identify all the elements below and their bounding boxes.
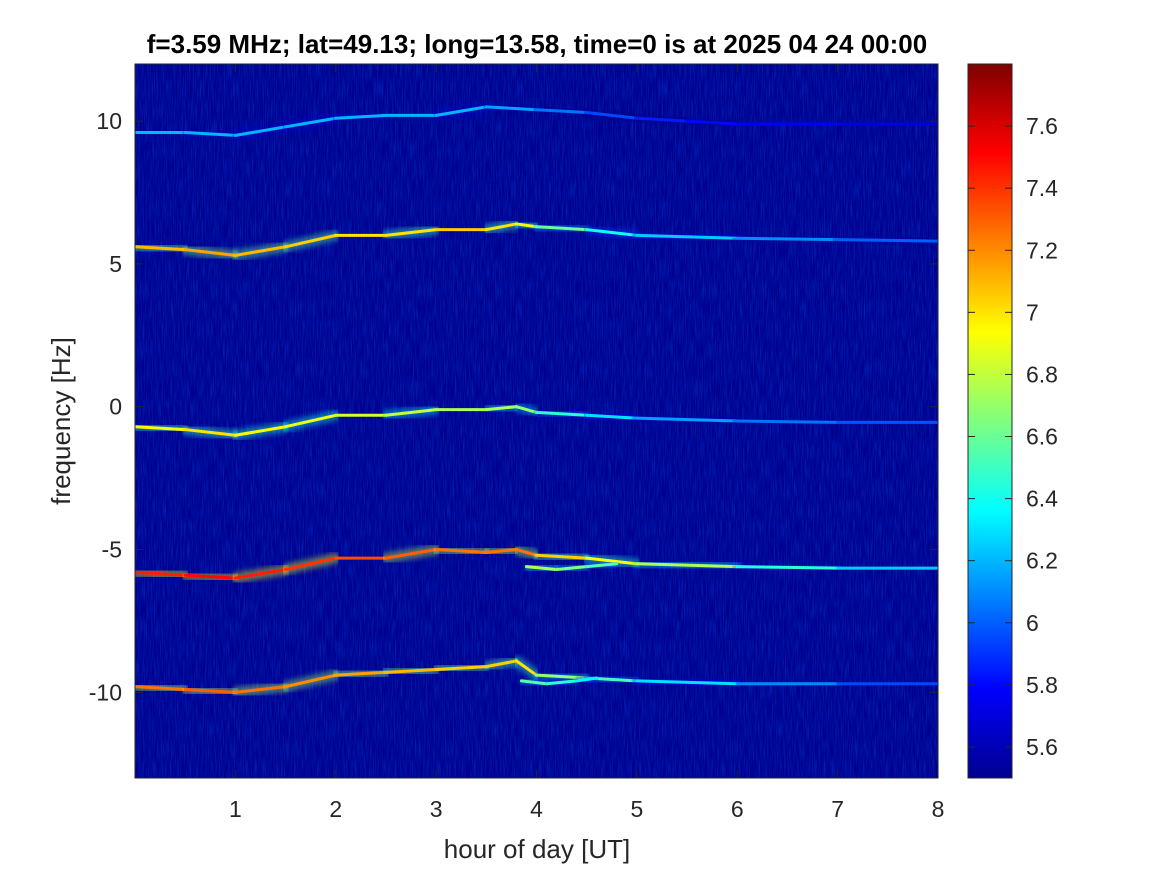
trace-segment — [183, 573, 237, 580]
trace-segment — [535, 410, 589, 417]
colorbar-gradient — [968, 64, 1012, 778]
x-tick-label: 4 — [530, 796, 543, 822]
y-tick-label: 0 — [109, 394, 122, 420]
trace-segment — [284, 673, 338, 689]
x-tick-label: 5 — [630, 796, 643, 822]
trace-segment — [135, 425, 187, 432]
trace-segment — [735, 419, 840, 424]
colorbar-tick-label: 7.2 — [1026, 237, 1058, 263]
trace-segment — [735, 565, 840, 570]
x-tick-label: 2 — [329, 796, 342, 822]
trace-segment — [635, 233, 739, 240]
trace-segment — [585, 413, 639, 420]
plot-area — [135, 64, 938, 778]
y-axis: 10 5 0 -5 -10 — [89, 108, 938, 705]
y-tick-label: -10 — [89, 679, 122, 705]
trace-segment — [635, 562, 739, 569]
colorbar: 7.6 7.4 7.2 7 6.8 6.6 6.4 6.2 6 5.8 5.6 — [967, 63, 1058, 779]
trace-segment — [545, 679, 579, 686]
x-axis-label: hour of day [UT] — [444, 834, 630, 864]
colorbar-tick-label: 7 — [1026, 299, 1039, 325]
trace — [516, 673, 602, 689]
trace-segment — [735, 236, 840, 242]
x-tick-label: 7 — [831, 796, 844, 822]
y-tick-label: 10 — [96, 108, 122, 134]
colorbar-tick-label: 5.6 — [1026, 734, 1058, 760]
colorbar-ticks: 7.6 7.4 7.2 7 6.8 6.6 6.4 6.2 6 5.8 5.6 — [968, 113, 1058, 760]
colorbar-tick-label: 6.6 — [1026, 424, 1058, 450]
trace — [135, 544, 938, 584]
trace-segment — [535, 108, 589, 115]
trace-segment — [183, 131, 237, 137]
colorbar-tick-label: 6.4 — [1026, 486, 1058, 512]
trace-segment — [535, 553, 589, 560]
y-axis-label: frequency [Hz] — [46, 337, 76, 505]
colorbar-frame — [967, 63, 1013, 779]
trace — [521, 558, 622, 575]
trace-segment — [484, 105, 538, 112]
trace-segment — [836, 238, 938, 243]
trace-segment — [135, 245, 187, 252]
trace-segment — [284, 556, 338, 572]
colorbar-tick-label: 6.2 — [1026, 548, 1058, 574]
colorbar-tick-label: 6.8 — [1026, 361, 1058, 387]
trace-segment — [284, 413, 338, 429]
trace-segment — [434, 665, 488, 671]
colorbar-tick-label: 7.6 — [1026, 113, 1058, 139]
trace-segment — [585, 111, 639, 120]
trace-segment — [635, 679, 739, 686]
y-tick-label: -5 — [102, 537, 122, 563]
trace-segment — [384, 667, 438, 674]
trace — [135, 101, 938, 141]
x-tick-label: 1 — [229, 796, 242, 822]
trace-segment — [233, 125, 288, 137]
trace-segment — [685, 119, 739, 126]
trace-segment — [284, 233, 338, 249]
trace-segment — [484, 548, 518, 554]
trace-segment — [334, 670, 388, 677]
x-tick-label: 8 — [932, 796, 945, 822]
trace-segment — [135, 685, 187, 691]
trace-segment — [135, 570, 187, 577]
colorbar-tick-label: 7.4 — [1026, 175, 1058, 201]
trace-segment — [585, 228, 639, 237]
trace-segment — [233, 568, 288, 580]
colorbar-tick-label: 5.8 — [1026, 672, 1058, 698]
trace-segment — [484, 659, 518, 669]
trace — [135, 218, 938, 261]
trace-segment — [334, 113, 388, 120]
trace-segment — [524, 565, 559, 572]
trace-segment — [484, 222, 518, 232]
trace-segment — [635, 116, 689, 123]
trace-segment — [434, 105, 488, 117]
trace-segment — [484, 405, 518, 412]
trace-segment — [384, 228, 438, 237]
trace — [135, 401, 938, 441]
trace-segment — [635, 416, 739, 423]
colorbar-tick-label: 6 — [1026, 610, 1039, 636]
trace-segment — [284, 116, 338, 129]
trace-segment — [233, 425, 288, 437]
trace-segment — [575, 676, 599, 683]
trace-segment — [535, 225, 589, 232]
trace-segment — [233, 245, 288, 257]
y-tick-label: 5 — [109, 251, 122, 277]
trace-segment — [585, 562, 619, 569]
trace-segment — [183, 687, 237, 694]
chart-title: f=3.59 MHz; lat=49.13; long=13.58, time=… — [147, 29, 927, 59]
traces-layer — [135, 101, 938, 698]
x-axis: 1 2 3 4 5 6 7 8 — [229, 64, 944, 822]
x-tick-label: 3 — [430, 796, 443, 822]
trace-segment — [183, 248, 237, 257]
x-tick-label: 6 — [731, 796, 744, 822]
trace-segment — [384, 408, 438, 417]
trace-segment — [183, 428, 237, 437]
trace-segment — [434, 548, 488, 554]
trace-segment — [233, 685, 288, 694]
trace-segment — [384, 548, 438, 560]
trace-segment — [555, 565, 589, 572]
